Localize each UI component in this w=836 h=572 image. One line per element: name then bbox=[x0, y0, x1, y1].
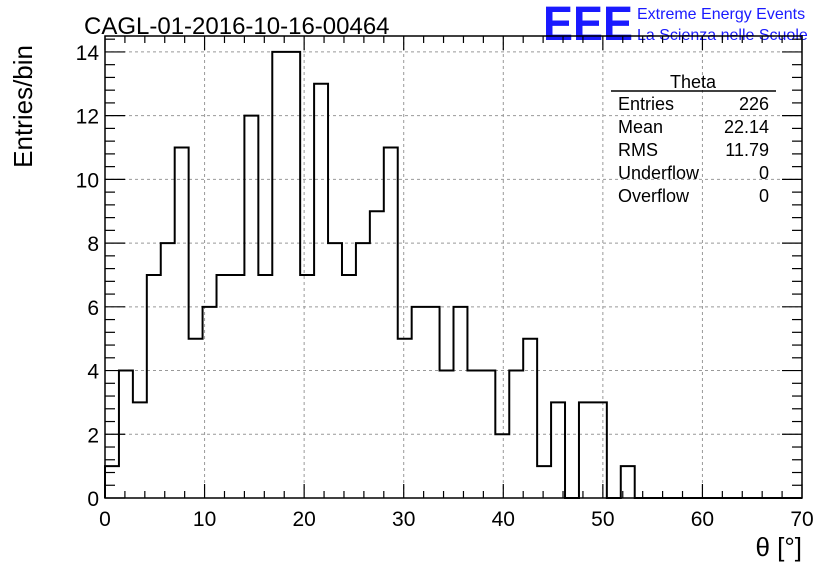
stats-value: 226 bbox=[739, 94, 769, 114]
x-tick-label: 20 bbox=[292, 508, 315, 531]
x-tick-label: 70 bbox=[790, 508, 813, 531]
grid-lines bbox=[105, 36, 802, 498]
stats-label: RMS bbox=[618, 140, 658, 160]
stats-value: 0 bbox=[759, 163, 769, 183]
x-axis-title: θ [°] bbox=[755, 532, 802, 562]
histogram-outline bbox=[104, 50, 802, 499]
stats-box: Theta Entries 226 Mean 22.14 RMS 11.79 Underfl… bbox=[611, 72, 776, 206]
stats-label: Entries bbox=[618, 94, 674, 114]
y-tick-label: 6 bbox=[87, 297, 99, 320]
stats-value: 11.79 bbox=[725, 140, 769, 160]
stats-value: 0 bbox=[759, 186, 769, 206]
x-tick-label: 60 bbox=[691, 508, 714, 531]
y-axis-title: Entries/bin bbox=[8, 45, 38, 168]
eee-logo: EEE Extreme Energy Events La Scienza nel… bbox=[543, 0, 808, 51]
stats-label: Underflow bbox=[618, 163, 700, 183]
logo-mark: EEE bbox=[543, 0, 633, 51]
y-tick-label: 12 bbox=[76, 106, 99, 129]
x-tick-label: 10 bbox=[193, 508, 216, 531]
stats-value: 22.14 bbox=[724, 117, 769, 137]
stats-title: Theta bbox=[670, 72, 717, 92]
x-tick-label: 30 bbox=[392, 508, 415, 531]
y-tick-label: 8 bbox=[87, 233, 99, 256]
x-tick-label: 50 bbox=[591, 508, 614, 531]
x-tick-label: 40 bbox=[492, 508, 515, 531]
plot-frame bbox=[104, 35, 803, 499]
stats-label: Mean bbox=[618, 117, 663, 137]
axis-tick-labels: 0 10 20 30 40 50 60 70 0 2 4 6 8 10 12 14 bbox=[76, 42, 814, 531]
logo-line-1: Extreme Energy Events bbox=[637, 6, 805, 23]
y-tick-label: 4 bbox=[87, 361, 99, 384]
stats-label: Overflow bbox=[618, 186, 690, 206]
y-tick-label: 2 bbox=[87, 424, 99, 447]
x-tick-label: 0 bbox=[99, 508, 111, 531]
y-tick-label: 0 bbox=[87, 488, 99, 511]
y-tick-label: 10 bbox=[76, 169, 99, 192]
axis-ticks bbox=[104, 36, 803, 499]
y-tick-label: 14 bbox=[76, 42, 100, 65]
